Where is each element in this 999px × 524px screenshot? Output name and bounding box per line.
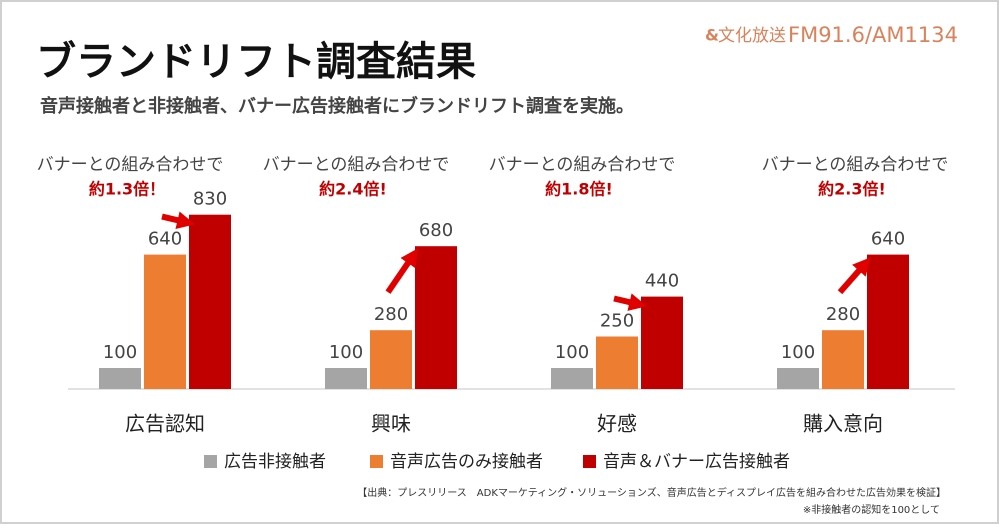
value-label: 100 <box>781 342 815 363</box>
value-label: 100 <box>329 342 363 363</box>
bar <box>596 336 638 389</box>
bar <box>189 214 231 389</box>
annotation: バナーとの組み合わせで <box>489 155 676 175</box>
bar <box>325 368 367 389</box>
bar <box>370 330 412 389</box>
bar <box>144 254 186 389</box>
bar <box>867 254 909 389</box>
chart-title: ブランドリフト調査結果 <box>36 39 476 85</box>
arrow <box>385 248 419 294</box>
annotation: バナーとの組み合わせで <box>37 155 224 175</box>
bar <box>99 368 141 389</box>
value-label: 100 <box>555 342 589 363</box>
annotation-ratio: 約1.3倍！ <box>89 180 165 199</box>
value-label: 680 <box>419 220 453 241</box>
legend-label: 音声広告のみ接触者 <box>390 452 543 472</box>
arrow <box>161 211 196 229</box>
bar <box>777 368 819 389</box>
value-label: 280 <box>374 304 408 325</box>
x-tick-label: 購入意向 <box>803 412 883 436</box>
logo-frequency: FM91.6/AM1134 <box>788 23 958 47</box>
source: 【出典：プレスリリース ADKマーケティング・ソリューションズ、音声広告とディス… <box>357 486 946 499</box>
annotation: バナーとの組み合わせで <box>762 155 949 175</box>
value-label: 640 <box>871 229 905 250</box>
legend-swatch <box>204 455 217 468</box>
arrow <box>837 257 871 295</box>
x-tick-label: 好感 <box>597 412 637 436</box>
subtitle: 音声接触者と非接触者、バナー広告接触者にブランドリフト調査を実施。 <box>40 95 634 117</box>
x-tick-label: 興味 <box>371 412 411 436</box>
legend-label: 音声＆バナー広告接触者 <box>603 452 790 472</box>
bar <box>551 368 593 389</box>
value-label: 100 <box>103 342 137 363</box>
logo-name: 文化放送 <box>718 26 786 46</box>
legend-label: 広告非接触者 <box>224 452 326 472</box>
legend-swatch <box>583 455 596 468</box>
legend-swatch <box>370 455 383 468</box>
footnote: ※非接触者の認知を100として <box>803 503 940 516</box>
bar <box>822 330 864 389</box>
value-label: 440 <box>645 271 679 292</box>
logo-mark: & <box>705 26 719 45</box>
annotation-ratio: 約1.8倍! <box>545 180 613 199</box>
arrow <box>613 293 648 311</box>
value-label: 640 <box>148 229 182 250</box>
bar <box>415 246 457 389</box>
value-label: 250 <box>600 311 634 332</box>
annotation-ratio: 約2.3倍! <box>818 180 886 199</box>
x-tick-label: 広告認知 <box>125 412 205 436</box>
bar <box>641 296 683 389</box>
annotation: バナーとの組み合わせで <box>263 155 450 175</box>
annotation-ratio: 約2.4倍! <box>319 180 387 199</box>
value-label: 280 <box>826 304 860 325</box>
value-label: 830 <box>193 189 227 210</box>
